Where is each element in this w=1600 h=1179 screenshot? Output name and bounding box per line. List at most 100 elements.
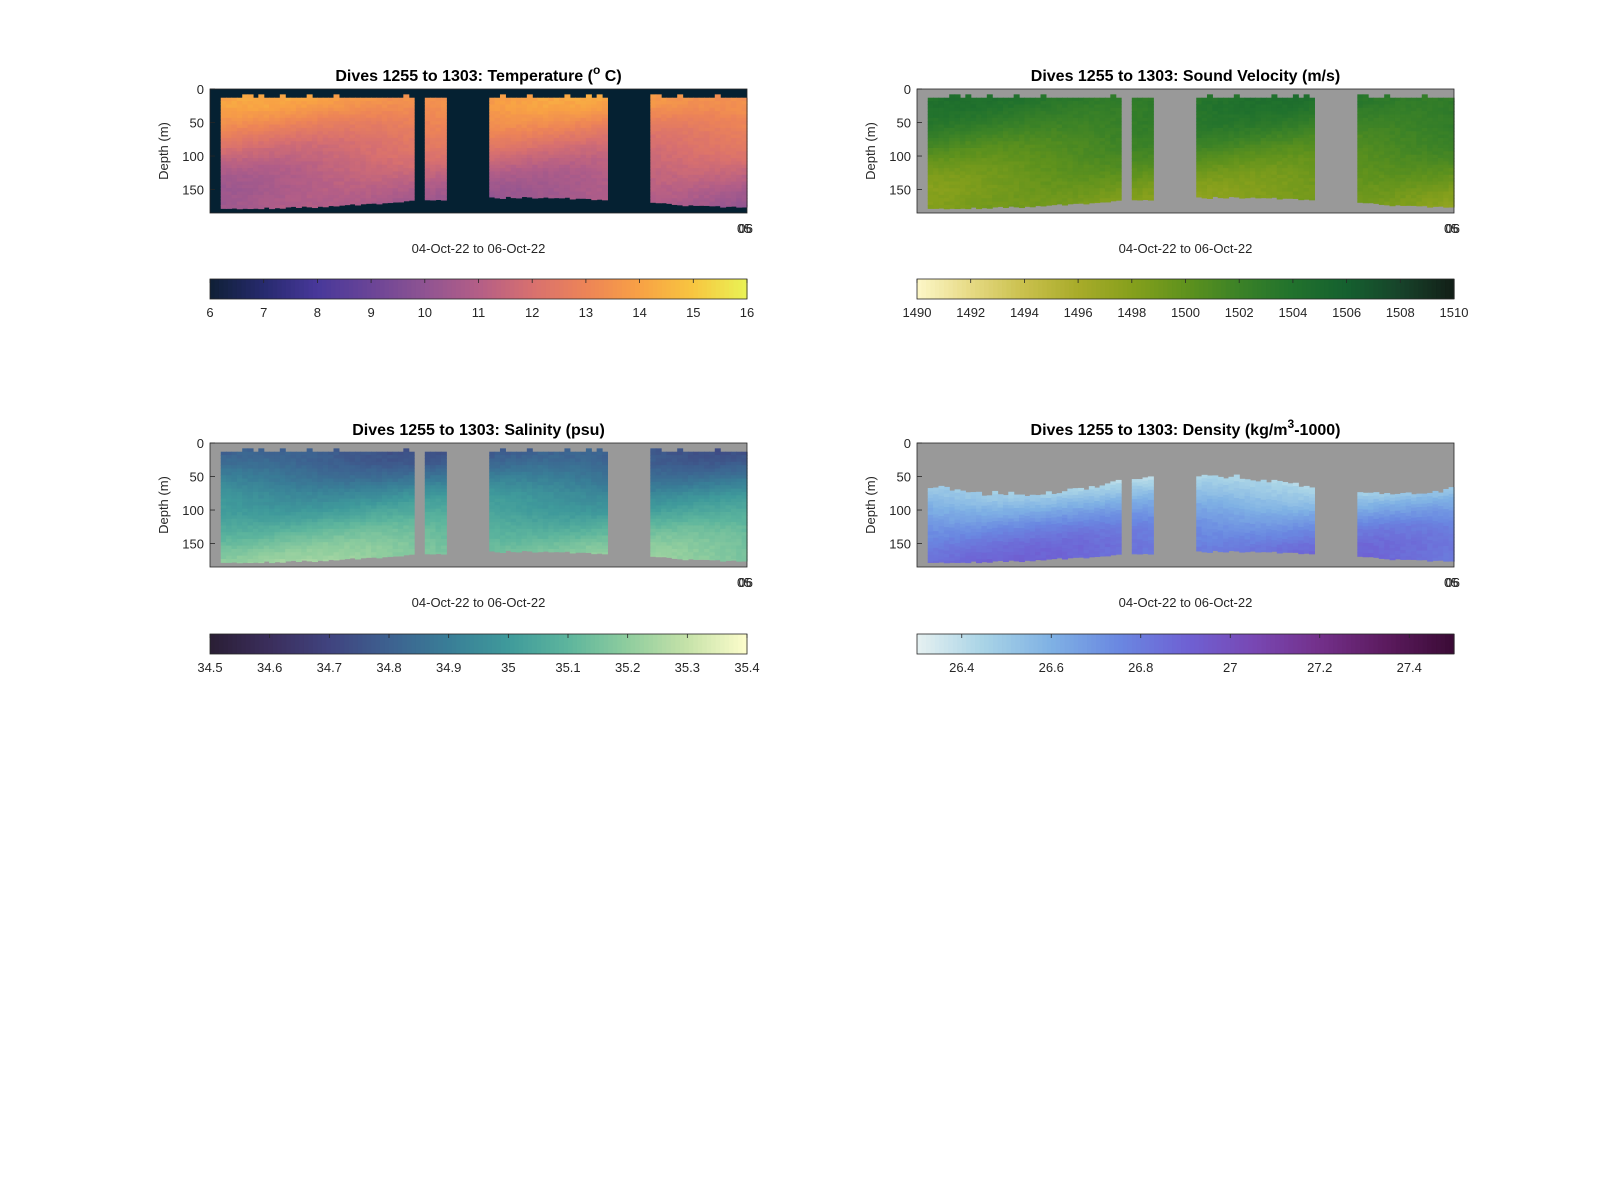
heatmap-cell: [559, 168, 566, 173]
heatmap-cell: [1239, 184, 1246, 189]
heatmap-cell: [1389, 201, 1396, 206]
heatmap-cell: [290, 171, 297, 176]
heatmap-cell: [666, 188, 673, 193]
heatmap-cell: [279, 191, 286, 196]
heatmap-cell: [1201, 147, 1208, 152]
heatmap-cell: [1061, 121, 1068, 126]
heatmap-cell: [981, 171, 988, 176]
heatmap-cell: [1368, 137, 1375, 142]
heatmap-cell: [1051, 178, 1058, 183]
heatmap-cell: [714, 168, 721, 173]
heatmap-cell: [397, 117, 404, 122]
heatmap-cell: [220, 117, 227, 122]
heatmap-cell: [322, 154, 329, 159]
heatmap-cell: [1362, 141, 1369, 146]
heatmap-cell: [927, 104, 934, 109]
heatmap-cell: [1362, 131, 1369, 136]
heatmap-cell: [1019, 114, 1025, 119]
heatmap-cell: [949, 191, 956, 196]
heatmap-cell: [1244, 124, 1251, 129]
heatmap-cell: [1357, 194, 1364, 199]
heatmap-cell: [1276, 151, 1283, 156]
heatmap-cell: [328, 101, 335, 106]
heatmap-cell: [730, 131, 737, 136]
heatmap-cell: [371, 161, 378, 166]
heatmap-cell: [575, 158, 582, 162]
heatmap-cell: [290, 161, 297, 166]
heatmap-cell: [365, 111, 372, 116]
heatmap-cell: [714, 97, 721, 102]
heatmap-cell: [392, 194, 399, 199]
heatmap-cell: [317, 194, 324, 199]
heatmap-cell: [226, 114, 233, 119]
heatmap-cell: [242, 144, 249, 149]
colorbar-segment: [603, 279, 609, 299]
heatmap-cell: [1078, 124, 1085, 129]
heatmap-cell: [1099, 184, 1106, 189]
colorbar-tick-label: 16: [740, 305, 754, 320]
heatmap-cell: [1013, 174, 1020, 179]
heatmap-cell: [949, 201, 956, 206]
heatmap-cell: [435, 164, 442, 169]
heatmap-cell: [542, 137, 549, 142]
heatmap-cell: [1260, 127, 1267, 132]
heatmap-cell: [1072, 161, 1079, 166]
heatmap-cell: [954, 131, 961, 136]
heatmap-cell: [231, 188, 238, 193]
heatmap-cell: [575, 171, 582, 176]
heatmap-cell: [553, 147, 560, 152]
heatmap-cell: [397, 134, 404, 139]
heatmap-cell: [328, 137, 335, 142]
colorbar-segment: [326, 279, 332, 299]
heatmap-cell: [1002, 137, 1009, 142]
heatmap-cell: [290, 111, 297, 116]
heatmap-cell: [564, 127, 571, 132]
heatmap-cell: [650, 117, 657, 122]
heatmap-cell: [671, 124, 678, 129]
heatmap-cell: [1088, 184, 1095, 189]
heatmap-cell: [575, 107, 582, 112]
heatmap-cell: [986, 161, 993, 166]
heatmap-cell: [499, 134, 506, 139]
heatmap-cell: [279, 147, 286, 152]
heatmap-cell: [397, 168, 404, 173]
colorbar-segment: [438, 279, 444, 299]
heatmap-cell: [387, 107, 394, 112]
heatmap-cell: [650, 154, 657, 159]
heatmap-cell: [992, 97, 999, 102]
heatmap-cell: [553, 121, 560, 126]
heatmap-cell: [1223, 124, 1230, 129]
heatmap-cell: [392, 174, 399, 179]
heatmap-cell: [526, 154, 533, 159]
heatmap-cell: [666, 114, 673, 119]
heatmap-cell: [976, 114, 983, 119]
heatmap-cell: [440, 144, 447, 149]
heatmap-cell: [274, 194, 281, 199]
heatmap-cell: [532, 127, 539, 132]
heatmap-cell: [381, 184, 388, 189]
heatmap-cell: [301, 97, 308, 102]
heatmap-cell: [424, 194, 431, 199]
heatmap-cell: [333, 114, 340, 119]
heatmap-cell: [736, 97, 743, 102]
heatmap-cell: [580, 181, 587, 186]
heatmap-cell: [553, 171, 560, 176]
heatmap-cell: [671, 161, 678, 166]
heatmap-cell: [371, 158, 378, 162]
heatmap-cell: [290, 168, 297, 173]
heatmap-cell: [1002, 191, 1009, 196]
heatmap-cell: [532, 194, 539, 199]
heatmap-cell: [274, 121, 281, 126]
heatmap-cell: [1024, 114, 1031, 119]
heatmap-cell: [1362, 114, 1369, 119]
heatmap-cell: [1239, 161, 1246, 166]
heatmap-cell: [269, 181, 276, 186]
heatmap-cell: [997, 168, 1004, 173]
heatmap-cell: [1008, 151, 1015, 156]
heatmap-cell: [671, 104, 678, 109]
heatmap-cell: [970, 134, 977, 139]
heatmap-cell: [927, 151, 934, 156]
heatmap-cell: [596, 188, 603, 193]
heatmap-cell: [1255, 164, 1262, 169]
heatmap-cell: [949, 147, 956, 152]
